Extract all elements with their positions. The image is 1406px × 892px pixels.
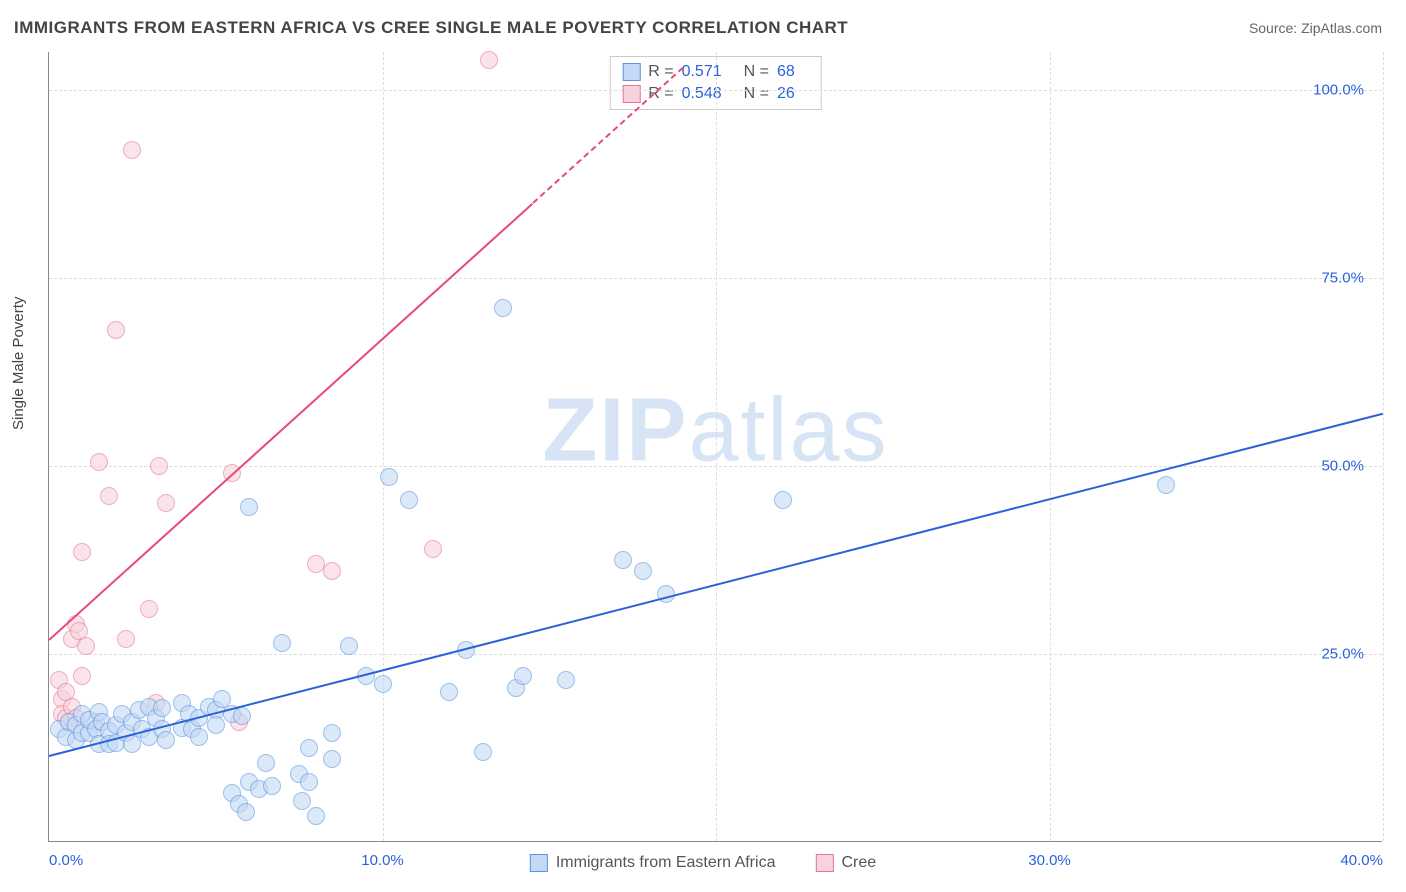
scatter-point-pink [73,543,91,561]
scatter-point-blue [240,498,258,516]
gridline-vertical [1383,52,1384,841]
n-label: N = [744,85,769,103]
bottom-legend-item: Cree [815,854,876,872]
n-value: 68 [777,63,795,81]
source-label: Source: [1249,20,1297,36]
scatter-point-pink [117,630,135,648]
scatter-point-pink [157,494,175,512]
scatter-point-pink [90,453,108,471]
scatter-point-blue [400,491,418,509]
chart-title: IMMIGRANTS FROM EASTERN AFRICA VS CREE S… [14,18,848,38]
scatter-point-blue [474,743,492,761]
scatter-point-pink [140,600,158,618]
gridline-vertical [1050,52,1051,841]
scatter-point-blue [380,468,398,486]
scatter-point-blue [190,728,208,746]
n-label: N = [744,63,769,81]
x-tick-label: 40.0% [1340,852,1383,869]
scatter-point-blue [774,491,792,509]
scatter-point-blue [634,562,652,580]
gridline-vertical [716,52,717,841]
y-tick-label: 75.0% [1321,269,1364,286]
regression-line [48,203,533,641]
scatter-point-pink [77,637,95,655]
scatter-point-pink [100,487,118,505]
scatter-point-blue [307,807,325,825]
scatter-point-pink [323,562,341,580]
scatter-point-blue [123,735,141,753]
y-tick-label: 100.0% [1313,81,1364,98]
n-value: 26 [777,85,795,103]
legend-swatch-pink [815,854,833,872]
scatter-point-pink [480,51,498,69]
scatter-point-blue [340,637,358,655]
scatter-point-blue [300,773,318,791]
scatter-point-blue [323,724,341,742]
scatter-point-blue [440,683,458,701]
x-tick-label: 0.0% [49,852,83,869]
source-attribution: Source: ZipAtlas.com [1249,20,1382,36]
y-tick-label: 50.0% [1321,457,1364,474]
plot-area: ZIPatlas R = 0.571 N = 68 R = 0.548 N = … [48,52,1382,842]
x-tick-label: 30.0% [1028,852,1071,869]
y-tick-label: 25.0% [1321,645,1364,662]
scatter-point-pink [307,555,325,573]
scatter-point-blue [257,754,275,772]
scatter-point-blue [300,739,318,757]
legend-label: Cree [841,854,876,872]
scatter-point-pink [424,540,442,558]
scatter-point-blue [263,777,281,795]
scatter-point-pink [107,321,125,339]
scatter-point-pink [123,141,141,159]
scatter-point-pink [150,457,168,475]
y-axis-label: Single Male Poverty [10,297,27,430]
scatter-point-blue [293,792,311,810]
scatter-point-blue [614,551,632,569]
legend-label: Immigrants from Eastern Africa [556,854,776,872]
regression-line [532,67,683,204]
bottom-legend: Immigrants from Eastern Africa Cree [520,852,886,874]
scatter-point-blue [207,716,225,734]
gridline-vertical [383,52,384,841]
legend-swatch-blue [530,854,548,872]
scatter-point-blue [514,667,532,685]
scatter-point-blue [157,731,175,749]
scatter-point-blue [233,707,251,725]
scatter-point-blue [323,750,341,768]
scatter-point-blue [494,299,512,317]
x-tick-label: 10.0% [361,852,404,869]
source-name: ZipAtlas.com [1301,20,1382,36]
legend-swatch-blue [622,63,640,81]
scatter-point-blue [237,803,255,821]
scatter-point-pink [73,667,91,685]
bottom-legend-item: Immigrants from Eastern Africa [530,854,776,872]
scatter-point-blue [374,675,392,693]
scatter-point-blue [153,699,171,717]
scatter-point-blue [1157,476,1175,494]
scatter-point-blue [557,671,575,689]
scatter-point-blue [273,634,291,652]
legend-swatch-pink [622,85,640,103]
